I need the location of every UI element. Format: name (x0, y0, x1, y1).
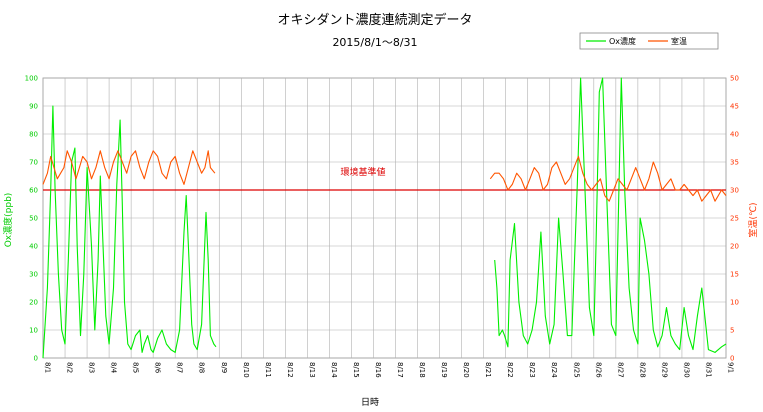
x-tick-label: 8/1 (44, 362, 52, 373)
x-tick-label: 8/22 (506, 362, 514, 378)
x-tick-label: 8/8 (198, 362, 206, 373)
y-left-tick-label: 80 (29, 131, 38, 139)
x-tick-label: 8/28 (638, 362, 646, 378)
x-tick-label: 8/25 (572, 362, 580, 378)
x-tick-label: 8/27 (616, 362, 624, 378)
x-tick-label: 8/16 (374, 362, 382, 378)
x-tick-label: 8/3 (88, 362, 96, 373)
x-tick-label: 8/7 (176, 362, 184, 373)
y-right-tick-label: 5 (730, 327, 734, 335)
y-right-tick-label: 45 (730, 103, 739, 111)
x-tick-label: 8/10 (242, 362, 250, 378)
x-tick-label: 8/24 (550, 362, 558, 378)
y-right-tick-label: 50 (730, 75, 739, 83)
y-left-tick-label: 60 (29, 187, 38, 195)
y-right-tick-label: 0 (730, 355, 734, 363)
x-tick-label: 8/11 (264, 362, 272, 378)
y-right-tick-label: 20 (730, 243, 739, 251)
x-tick-label: 8/14 (330, 362, 338, 378)
chart-title: オキシダント濃度連続測定データ (277, 12, 472, 28)
x-tick-label: 9/1 (727, 362, 735, 373)
legend-label-ox: Ox濃度 (609, 36, 636, 46)
x-tick-label: 8/18 (418, 362, 426, 378)
x-tick-label: 8/13 (308, 362, 316, 378)
x-tick-label: 8/12 (286, 362, 294, 378)
y-axis-right-title: 室温(℃) (747, 202, 759, 237)
x-tick-label: 8/4 (110, 362, 118, 374)
y-left-tick-label: 0 (34, 355, 38, 363)
x-tick-label: 8/15 (352, 362, 360, 378)
x-tick-label: 8/21 (484, 362, 492, 378)
y-right-tick-label: 15 (730, 271, 739, 279)
legend-label-temp: 室温 (671, 36, 687, 46)
y-right-tick-label: 25 (730, 215, 739, 223)
x-tick-label: 8/2 (66, 362, 74, 373)
x-tick-label: 8/29 (660, 362, 668, 378)
y-left-tick-label: 100 (25, 75, 38, 83)
y-left-tick-label: 90 (29, 103, 38, 111)
x-tick-label: 8/5 (132, 362, 140, 373)
x-axis-title: 日時 (361, 397, 379, 408)
x-tick-label: 8/6 (154, 362, 162, 374)
y-left-tick-label: 30 (29, 271, 38, 279)
x-tick-label: 8/26 (594, 362, 602, 378)
room-temperature-line (42, 150, 727, 202)
x-tick-label: 8/30 (682, 362, 690, 378)
y-right-tick-label: 30 (730, 187, 739, 195)
x-tick-label: 8/23 (528, 362, 536, 378)
chart-subtitle: 2015/8/1～8/31 (332, 36, 417, 49)
x-tick-label: 8/20 (462, 362, 470, 378)
y-right-tick-label: 35 (730, 159, 739, 167)
y-left-tick-label: 50 (29, 215, 38, 223)
legend: Ox濃度 室温 (579, 32, 719, 50)
y-left-tick-label: 20 (29, 299, 38, 307)
reference-line-label: 環境基準値 (340, 166, 385, 178)
x-tick-label: 8/17 (396, 362, 404, 378)
y-right-tick-label: 10 (730, 299, 739, 307)
y-left-tick-label: 40 (29, 243, 38, 251)
y-left-tick-label: 10 (29, 327, 38, 335)
y-left-tick-label: 70 (29, 159, 38, 167)
plot-area: 0 0 10 5 20 10 30 15 40 20 50 25 60 30 70 35 80 40 90 45 100… (25, 75, 739, 379)
x-tick-label: 8/9 (220, 362, 228, 373)
x-tick-label: 8/31 (704, 362, 712, 378)
y-axis-left-title: Ox濃度(ppb) (2, 193, 14, 248)
y-right-tick-label: 40 (730, 131, 739, 139)
x-tick-label: 8/19 (440, 362, 448, 378)
ox-concentration-line (42, 77, 727, 359)
